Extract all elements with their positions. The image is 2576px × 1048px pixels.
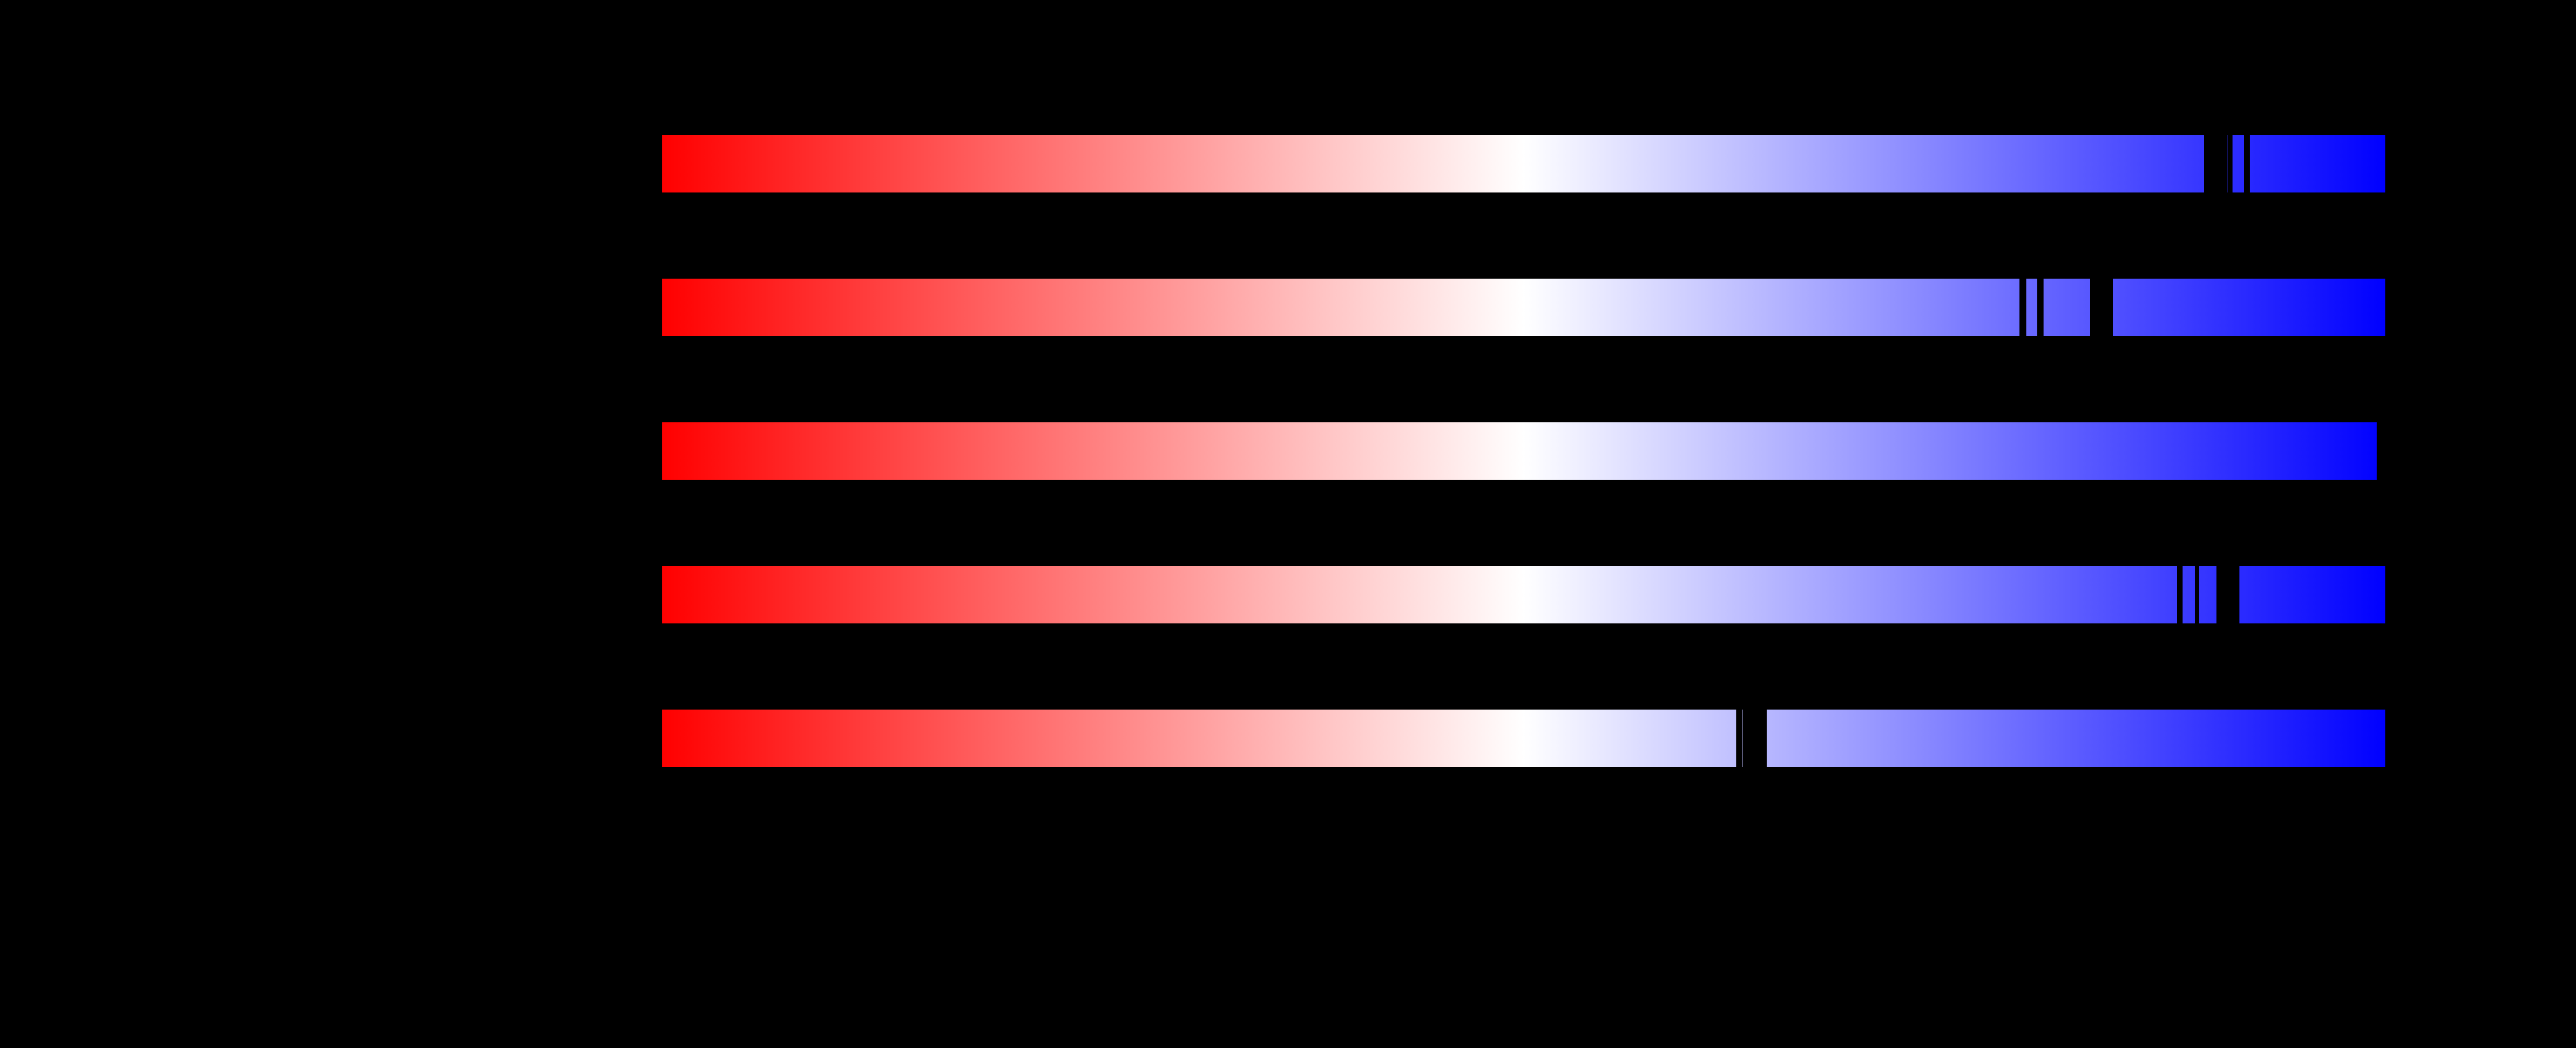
tick-marker — [2177, 565, 2183, 623]
tick-marker — [2019, 279, 2027, 336]
tick-marker — [2204, 134, 2227, 192]
tick-marker — [2228, 134, 2233, 192]
gradient-bar-1 — [662, 134, 2386, 192]
gradient-bar-4 — [662, 565, 2386, 623]
tick-marker — [2037, 279, 2044, 336]
gradient-bar-5 — [662, 709, 2386, 767]
tick-marker — [2090, 279, 2113, 336]
tick-marker — [1736, 709, 1742, 767]
tick-marker — [1743, 709, 1767, 767]
marker-sliver-dim — [2227, 134, 2229, 192]
gradient-bar-3 — [662, 422, 2386, 480]
tick-marker — [2195, 565, 2199, 623]
gradient-bar-2 — [662, 279, 2386, 336]
marker-sliver-dim — [1741, 709, 1743, 767]
tick-marker — [2377, 422, 2386, 480]
tick-marker — [2216, 565, 2239, 623]
tick-marker — [2244, 134, 2250, 192]
